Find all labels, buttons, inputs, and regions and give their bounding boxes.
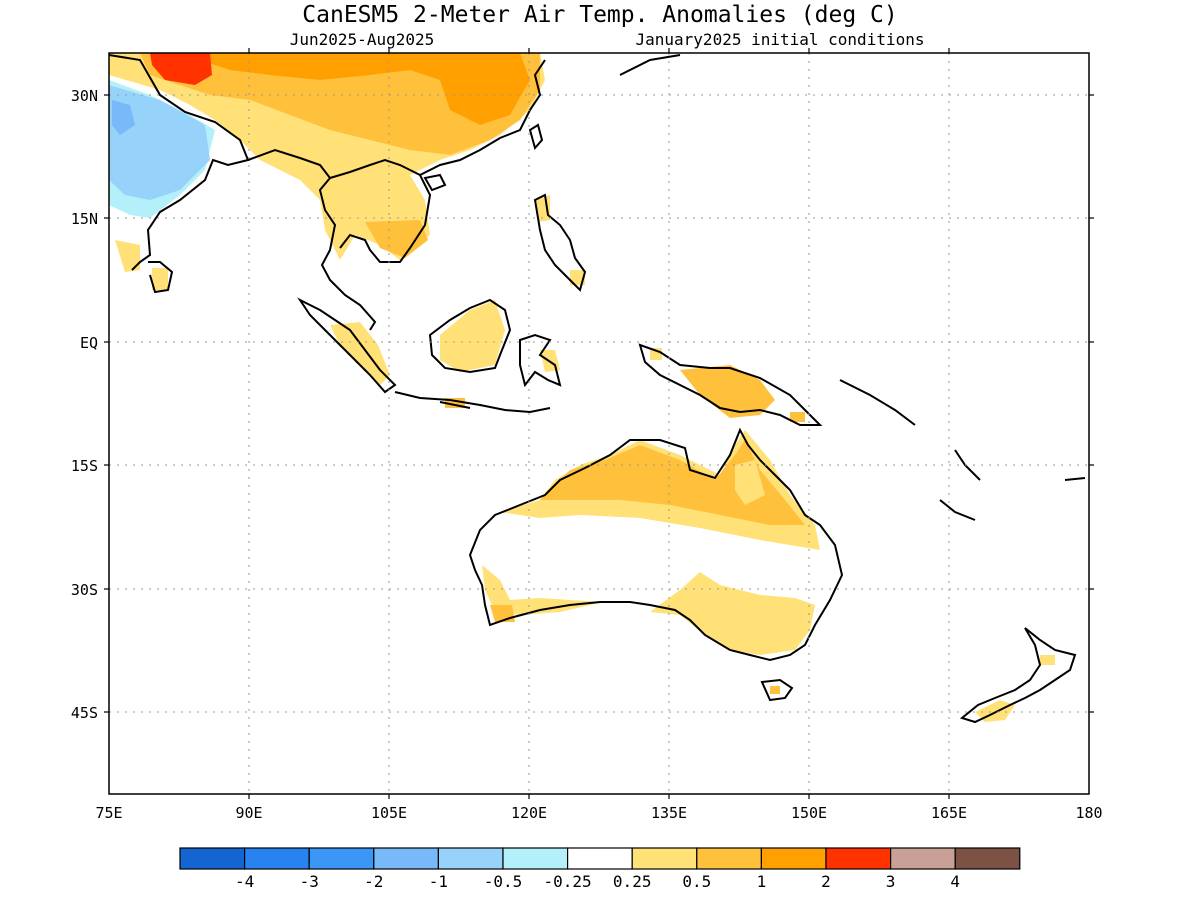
coast-borneo [428,298,512,374]
colorbar-swatch [889,847,956,870]
lon-label: 165E [931,804,967,822]
lon-label: 135E [651,804,687,822]
india-anom-neg15 [112,100,135,135]
lat-label: 30N [71,87,98,105]
colorbar-tick-label: -2 [364,872,383,891]
coast-hainan [423,173,447,192]
colorbar-swatch [308,847,375,870]
map-frame [108,52,1090,795]
colorbar-swatch [760,847,827,870]
colorbar-tick-label: -3 [300,872,319,891]
lon-axis [248,48,950,799]
lat-label: 15N [71,210,98,228]
coast-tasmania [760,678,794,702]
australia-west-anom-025 [482,565,605,615]
colorbar-tick-label: -4 [235,872,254,891]
colorbar-swatch [825,847,892,870]
australia-north-anom-05 [540,440,805,525]
lon-label: 180 [1075,804,1102,822]
coast-sulawesi [519,333,562,388]
lon-label: 150E [791,804,827,822]
coast-philippines [533,193,587,292]
colorbar-tick-label: 3 [886,872,896,891]
subtitle-initial-conditions: January2025 initial conditions [636,30,925,49]
lat-label: EQ [80,334,98,352]
sumatra-anom-025 [330,322,390,385]
colorbar [179,847,1021,870]
colorbar-swatch [502,847,569,870]
borneo-anom-025 [440,300,505,372]
philippines-anom-025 [535,195,585,285]
colorbar-swatch [696,847,762,870]
map-content [109,53,1089,794]
colorbar-tick-label: 0.25 [613,872,652,891]
australia-se-anom-025 [650,572,815,655]
subtitle-season: Jun2025-Aug2025 [290,30,435,49]
colorbar-swatch [631,847,698,870]
sri-lanka-anom-025 [115,240,168,290]
colorbar-swatch [244,847,310,870]
australia-north-inner-025 [735,460,765,505]
coast-sumatra [297,297,397,394]
lon-label: 90E [235,804,262,822]
colorbar-labels: -4 -3 -2 -1 -0.5 -0.25 0.25 0.5 1 2 3 4 [235,872,960,891]
colorbar-swatch [954,847,1021,870]
coast-pacific-islands [619,54,1086,521]
coast-australia [468,427,844,662]
colorbar-tick-label: 1 [757,872,767,891]
colorbar-swatch [437,847,504,870]
india-anom-neg1 [109,85,210,200]
colorbar-tick-label: -0.5 [484,872,523,891]
australia-sw-anom-05 [490,605,515,622]
coast-new-guinea [638,343,823,426]
map-title: CanESM5 2-Meter Air Temp. Anomalies (deg… [302,2,897,28]
coast-java [394,391,551,414]
lon-label: 75E [95,804,122,822]
asia-anom-2 [150,53,212,85]
nz-anom-025 [975,655,1055,722]
coast-new-zealand [959,627,1077,724]
colorbar-tick-label: 0.5 [682,872,711,891]
anomaly-shading [109,53,1055,722]
lat-label: 45S [71,704,98,722]
colorbar-tick-label: -1 [429,872,448,891]
colorbar-swatch [179,847,246,870]
indochina-anom-05 [365,220,428,258]
lon-label: 120E [511,804,547,822]
lon-label: 105E [371,804,407,822]
colorbar-tick-label: -0.25 [544,872,592,891]
lat-label: 30S [71,581,98,599]
new-guinea-anom-05 [680,365,805,422]
colorbar-tick-label: 2 [821,872,831,891]
colorbar-tick-label: 4 [950,872,960,891]
sulawesi-anom-025 [540,348,662,372]
colorbar-swatch [566,847,633,870]
tasmania-anom-05 [770,686,780,694]
coast-se-asia [247,59,546,331]
colorbar-swatch [373,847,439,870]
coast-india-asia [109,54,250,294]
lat-label: 15S [71,457,98,475]
asia-anom-1 [190,53,530,125]
lat-axis [104,94,1094,713]
gridlines [109,53,1089,794]
coast-taiwan [528,123,544,151]
